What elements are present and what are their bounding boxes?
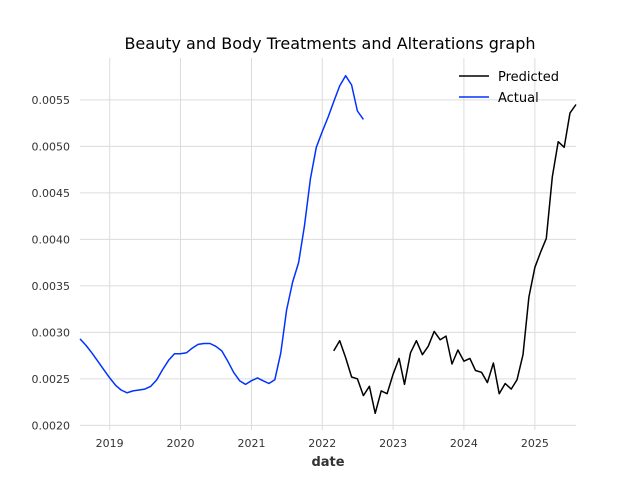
grid bbox=[80, 58, 576, 430]
series-line-actual bbox=[79, 74, 365, 394]
legend: Predicted Actual bbox=[459, 70, 559, 106]
series-line-predicted bbox=[333, 104, 577, 415]
legend-label-predicted: Predicted bbox=[498, 70, 559, 85]
y-tick-label: 0.0030 bbox=[32, 326, 71, 339]
y-tick-label: 0.0040 bbox=[32, 233, 71, 246]
legend-label-actual: Actual bbox=[498, 91, 539, 106]
x-tick-label: 2022 bbox=[308, 437, 336, 450]
y-tick-label: 0.0020 bbox=[32, 419, 71, 432]
y-tick-label: 0.0045 bbox=[32, 187, 71, 200]
chart-title: Beauty and Body Treatments and Alteratio… bbox=[124, 34, 535, 53]
y-tick-label: 0.0035 bbox=[32, 280, 71, 293]
x-axis-label: date bbox=[311, 455, 344, 470]
x-tick-label: 2025 bbox=[521, 437, 549, 450]
x-tick-label: 2024 bbox=[450, 437, 478, 450]
y-tick-label: 0.0050 bbox=[32, 140, 71, 153]
series-lines bbox=[79, 74, 577, 415]
y-tick-label: 0.0055 bbox=[32, 94, 71, 107]
x-tick-label: 2019 bbox=[96, 437, 124, 450]
x-tick-label: 2020 bbox=[166, 437, 194, 450]
tick-labels: 2019 2020 2021 2022 2023 2024 2025 0.0020 0.0025… bbox=[32, 94, 549, 450]
x-tick-label: 2023 bbox=[379, 437, 407, 450]
y-tick-label: 0.0025 bbox=[32, 373, 71, 386]
x-tick-label: 2021 bbox=[237, 437, 265, 450]
